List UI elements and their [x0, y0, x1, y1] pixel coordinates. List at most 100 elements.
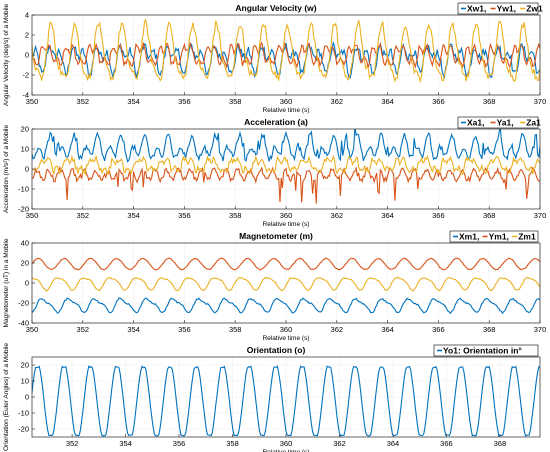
x-tick-label: 366 — [432, 211, 445, 220]
y-tick-label: 20 — [21, 361, 29, 370]
y-tick-label: -2 — [22, 71, 29, 80]
x-tick-label: 356 — [173, 439, 186, 448]
x-tick-label: 362 — [331, 97, 344, 106]
series-line-ym1 — [32, 257, 540, 271]
chart-title: Orientation (o) — [247, 345, 306, 355]
x-tick-label: 366 — [440, 439, 453, 448]
x-tick-label: 350 — [26, 97, 39, 106]
legend-entry: Za1 — [526, 118, 541, 128]
y-tick-label: 40 — [21, 239, 29, 248]
legend: Xm1, Ym1, Zm1 — [449, 230, 539, 243]
legend-entry: Zm1 — [518, 232, 536, 242]
x-tick-label: 356 — [178, 325, 191, 334]
chart-panel-1: 350 352 354 356 358 360 362 364 366 368 370 -4 -2 0 2 4… — [3, 2, 547, 114]
series-line-zw1 — [32, 18, 540, 84]
series-line-xm1 — [32, 297, 540, 315]
y-axis-label: Magnetometer (uT) in a Mobile — [3, 238, 10, 327]
y-axis-label: Angular Velocity (deg/s) of a Mobile — [3, 3, 10, 106]
y-tick-label: -40 — [18, 319, 29, 328]
y-tick-label: -20 — [18, 205, 29, 214]
legend-entry: Yw1, — [497, 4, 516, 14]
legend-entry: Zw1 — [526, 4, 543, 14]
legend-entry: Ya1, — [497, 118, 514, 128]
x-tick-label: 358 — [229, 97, 242, 106]
x-tick-label: 360 — [280, 211, 293, 220]
x-tick-label: 368 — [483, 97, 496, 106]
x-tick-label: 352 — [77, 211, 90, 220]
x-tick-label: 366 — [432, 97, 445, 106]
series-line-za1 — [32, 154, 540, 176]
x-axis-label: Relative time (s) — [263, 107, 310, 114]
y-tick-label: 20 — [21, 259, 29, 268]
x-tick-label: 368 — [494, 439, 507, 448]
chart-title: Acceleration (a) — [244, 117, 308, 127]
x-tick-label: 358 — [229, 325, 242, 334]
x-tick-label: 362 — [331, 211, 344, 220]
x-tick-label: 354 — [127, 97, 140, 106]
legend-box — [433, 344, 539, 357]
x-tick-label: 352 — [66, 439, 79, 448]
x-tick-label: 370 — [534, 325, 547, 334]
x-tick-label: 354 — [127, 325, 140, 334]
legend: Xw1, Yw1, Zw1 — [457, 2, 543, 15]
x-tick-label: 350 — [26, 211, 39, 220]
x-tick-label: 356 — [178, 97, 191, 106]
legend-box — [457, 116, 539, 129]
x-tick-label: 370 — [534, 211, 547, 220]
series-line-yo1 — [32, 365, 540, 437]
x-tick-label: 362 — [331, 325, 344, 334]
y-tick-label: -20 — [18, 425, 29, 434]
x-tick-label: 362 — [333, 439, 346, 448]
y-tick-label: -20 — [18, 299, 29, 308]
y-tick-label: 0 — [25, 165, 29, 174]
x-tick-label: 352 — [77, 97, 90, 106]
x-tick-label: 356 — [178, 211, 191, 220]
chart-panel-3: 350 352 354 356 358 360 362 364 366 368 370 -40 -20 0… — [3, 230, 547, 342]
legend-box — [449, 230, 539, 243]
y-tick-label: 0 — [25, 279, 29, 288]
legend-entry: Xw1, — [467, 4, 486, 14]
y-tick-label: 10 — [21, 377, 29, 386]
x-axis-label: Relative time (s) — [263, 449, 310, 452]
y-axis-label: Orientation (Euler Angles) of a Mobile — [3, 343, 10, 451]
x-tick-label: 368 — [483, 325, 496, 334]
x-axis-label: Relative time (s) — [263, 335, 310, 342]
legend-entry: Xm1, — [459, 232, 479, 242]
y-tick-label: 20 — [21, 125, 29, 134]
x-tick-label: 364 — [381, 211, 394, 220]
chart-panel-2: 350 352 354 356 358 360 362 364 366 368 370 -20 -10 0… — [3, 116, 547, 228]
x-tick-label: 358 — [229, 211, 242, 220]
legend: Xa1, Ya1, Za1 — [457, 116, 541, 129]
y-axis-label: Acceleration (m/s²) of a Mobile — [3, 125, 10, 214]
y-tick-label: 4 — [25, 11, 29, 20]
y-tick-label: -10 — [18, 185, 29, 194]
series-line-ya1 — [32, 165, 540, 204]
legend: Yo1: Orientation in° — [433, 344, 539, 357]
y-tick-label: 0 — [25, 393, 29, 402]
x-tick-label: 360 — [280, 97, 293, 106]
y-tick-label: -10 — [18, 409, 29, 418]
y-tick-label: -4 — [22, 91, 29, 100]
x-tick-label: 360 — [280, 325, 293, 334]
y-tick-label: 2 — [25, 31, 29, 40]
y-tick-label: 0 — [25, 51, 29, 60]
legend-entry: Yo1: Orientation in° — [443, 346, 522, 356]
x-tick-label: 358 — [226, 439, 239, 448]
x-tick-label: 354 — [127, 211, 140, 220]
x-tick-label: 368 — [483, 211, 496, 220]
x-tick-label: 354 — [119, 439, 132, 448]
chart-title: Magnetometer (m) — [239, 231, 313, 241]
legend-entry: Xa1, — [467, 118, 485, 128]
x-tick-label: 370 — [534, 97, 547, 106]
x-tick-label: 352 — [77, 325, 90, 334]
x-axis-label: Relative time (s) — [263, 221, 310, 228]
series-line-zm1 — [32, 276, 540, 292]
x-tick-label: 360 — [280, 439, 293, 448]
x-tick-label: 366 — [432, 325, 445, 334]
chart-title: Angular Velocity (w) — [235, 3, 316, 13]
legend-entry: Ym1, — [489, 232, 509, 242]
series-line-xa1 — [32, 129, 540, 163]
legend-box — [457, 2, 539, 15]
x-tick-label: 364 — [381, 325, 394, 334]
